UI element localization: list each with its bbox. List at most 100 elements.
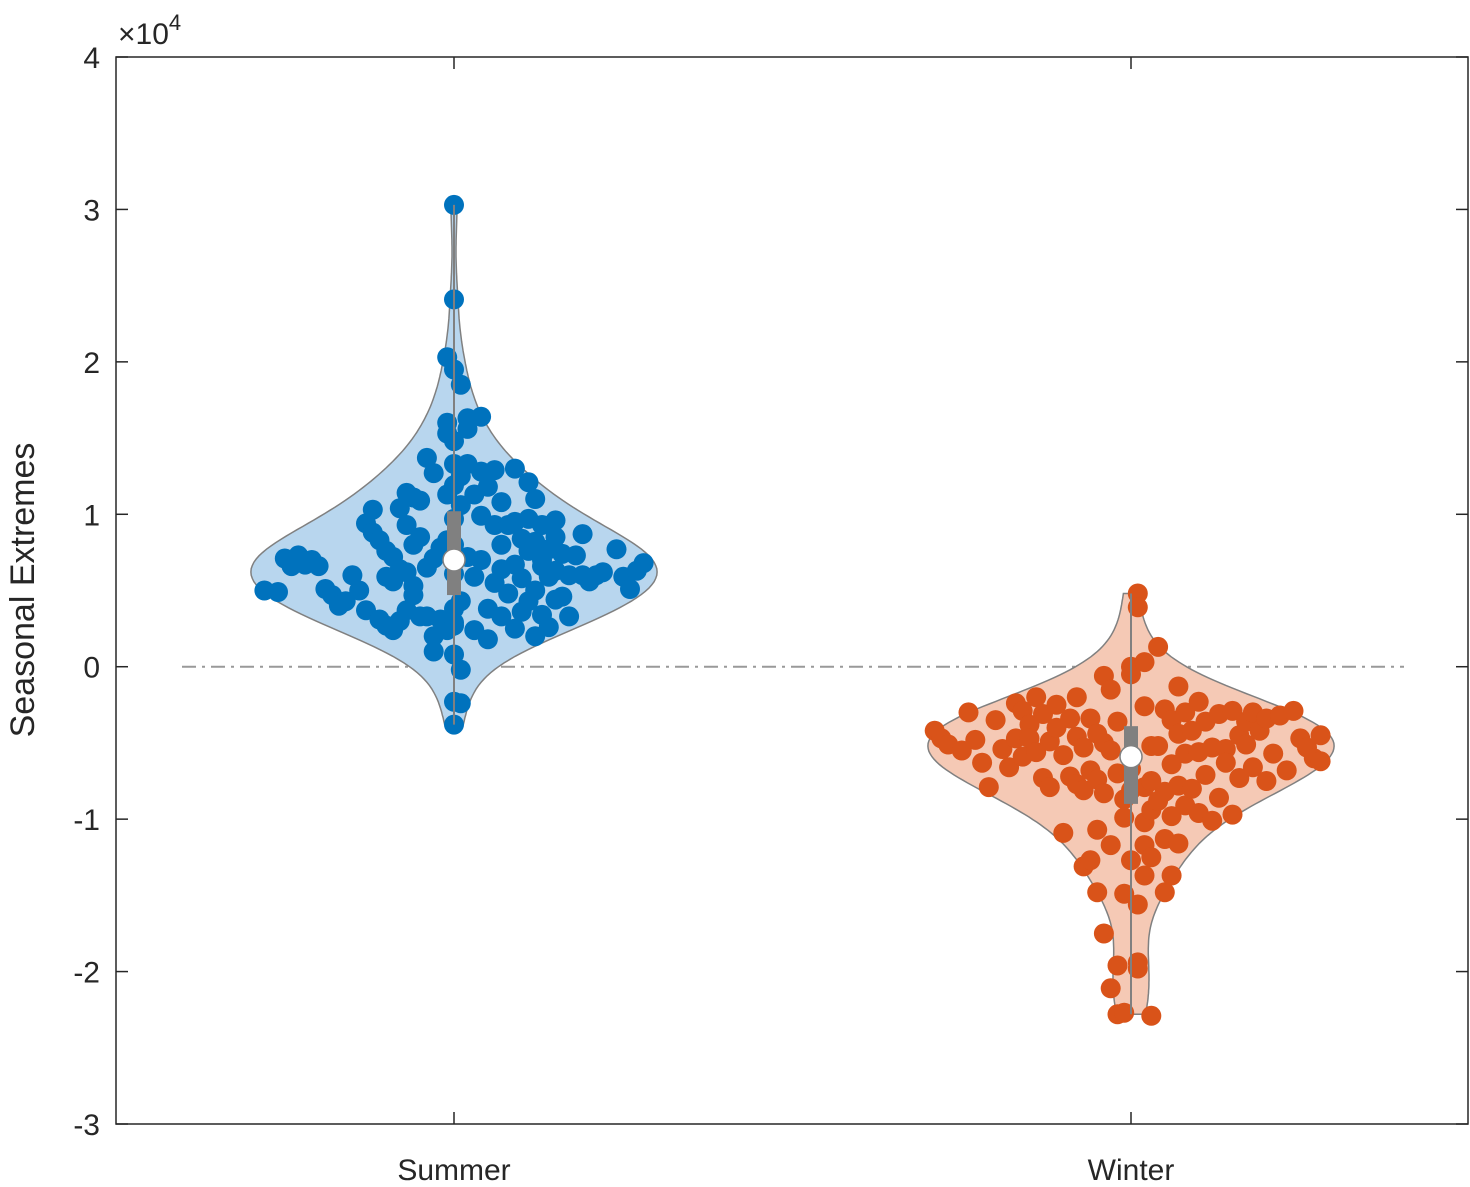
data-point-summer: [389, 498, 410, 519]
data-point-winter: [1236, 734, 1257, 755]
y-tick-label: 4: [83, 42, 100, 75]
data-point-summer: [504, 618, 525, 639]
data-point-winter: [999, 757, 1020, 778]
data-point-summer: [450, 693, 471, 714]
data-point-summer: [498, 583, 519, 604]
data-point-summer: [396, 515, 417, 535]
data-point-summer: [559, 606, 580, 627]
data-point-summer: [633, 553, 654, 574]
x-tick-label-winter: Winter: [1088, 1154, 1175, 1187]
data-point-summer: [565, 545, 586, 566]
data-point-summer: [545, 527, 566, 548]
data-point-summer: [450, 374, 471, 395]
data-point-winter: [1195, 764, 1216, 785]
data-point-winter: [1100, 835, 1121, 856]
data-point-summer: [362, 499, 383, 520]
data-point-winter: [1087, 882, 1108, 903]
x-axis-ticks: Summer Winter: [397, 57, 1174, 1187]
data-point-winter: [1209, 787, 1229, 808]
data-point-summer: [484, 460, 505, 481]
box-layer: [442, 204, 1143, 1015]
data-point-winter: [1053, 745, 1074, 766]
data-point-winter: [1161, 865, 1182, 886]
data-point-winter: [1127, 958, 1148, 979]
data-point-winter: [1053, 822, 1074, 843]
data-point-summer: [471, 550, 492, 570]
data-point-summer: [450, 591, 471, 612]
data-point-winter: [1134, 865, 1155, 886]
data-point-summer: [606, 539, 627, 560]
data-point-summer: [504, 458, 525, 479]
data-point-winter: [1141, 847, 1162, 868]
data-point-winter: [1087, 819, 1108, 840]
data-point-winter: [1066, 687, 1087, 708]
data-point-winter: [965, 729, 986, 750]
data-point-winter: [1141, 1005, 1162, 1026]
data-point-summer: [477, 476, 498, 497]
data-point-winter: [1019, 714, 1040, 735]
data-point-summer: [491, 492, 512, 513]
data-point-winter: [985, 710, 1006, 731]
data-point-winter: [1148, 636, 1169, 657]
y-axis-label: Seasonal Extremes: [4, 443, 42, 738]
x-tick-label-summer: Summer: [397, 1154, 510, 1187]
data-point-winter: [1276, 760, 1297, 781]
data-point-winter: [1039, 777, 1060, 798]
data-point-winter: [1134, 696, 1155, 717]
data-point-summer: [477, 629, 498, 650]
median-marker-summer: [442, 548, 466, 572]
y-tick-label: -2: [73, 957, 100, 990]
data-point-winter: [1148, 736, 1169, 756]
data-point-summer: [552, 586, 573, 607]
data-point-winter: [972, 752, 993, 773]
data-point-summer: [572, 524, 593, 545]
data-point-winter: [1100, 740, 1121, 761]
y-tick-label: 0: [83, 652, 100, 685]
data-point-winter: [1026, 687, 1047, 708]
y-multiplier-label: ×104: [118, 10, 181, 51]
data-point-winter: [1202, 810, 1223, 831]
data-point-winter: [1242, 757, 1263, 778]
data-point-winter: [1114, 883, 1135, 904]
data-point-summer: [410, 490, 431, 511]
data-point-winter: [1181, 778, 1202, 799]
data-point-summer: [450, 659, 471, 680]
data-point-winter: [1093, 783, 1114, 804]
data-point-winter: [1093, 923, 1114, 944]
data-point-winter: [1168, 676, 1189, 697]
data-point-winter: [1100, 679, 1121, 700]
data-point-winter: [1310, 751, 1331, 772]
y-tick-label: -1: [73, 804, 100, 837]
data-point-summer: [471, 406, 492, 427]
data-point-winter: [1310, 725, 1331, 746]
data-point-winter: [1161, 806, 1182, 827]
data-point-winter: [1114, 807, 1135, 828]
y-tick-label: -3: [73, 1109, 100, 1142]
data-point-winter: [1114, 1002, 1135, 1023]
data-point-summer: [450, 495, 471, 516]
data-point-summer: [545, 510, 566, 531]
data-point-summer: [423, 641, 444, 662]
data-point-summer: [403, 585, 424, 606]
data-point-summer: [538, 617, 559, 638]
data-point-summer: [592, 562, 613, 583]
y-tick-label: 1: [83, 499, 100, 532]
data-point-winter: [1222, 804, 1243, 825]
data-point-winter: [958, 702, 979, 723]
data-point-winter: [992, 739, 1013, 759]
data-point-winter: [1127, 894, 1148, 915]
data-point-winter: [1188, 691, 1209, 712]
data-point-winter: [1256, 771, 1277, 791]
data-point-winter: [1154, 882, 1175, 903]
data-point-summer: [342, 565, 363, 586]
data-point-summer: [525, 580, 546, 601]
data-point-winter: [1175, 702, 1196, 723]
y-multiplier-exponent: 4: [169, 10, 181, 35]
data-point-winter: [951, 740, 972, 761]
y-tick-label: 3: [83, 194, 100, 227]
data-point-winter: [1100, 978, 1121, 999]
median-marker-winter: [1119, 744, 1143, 769]
data-point-summer: [525, 489, 546, 509]
data-point-winter: [1046, 694, 1067, 715]
data-point-summer: [518, 472, 539, 493]
